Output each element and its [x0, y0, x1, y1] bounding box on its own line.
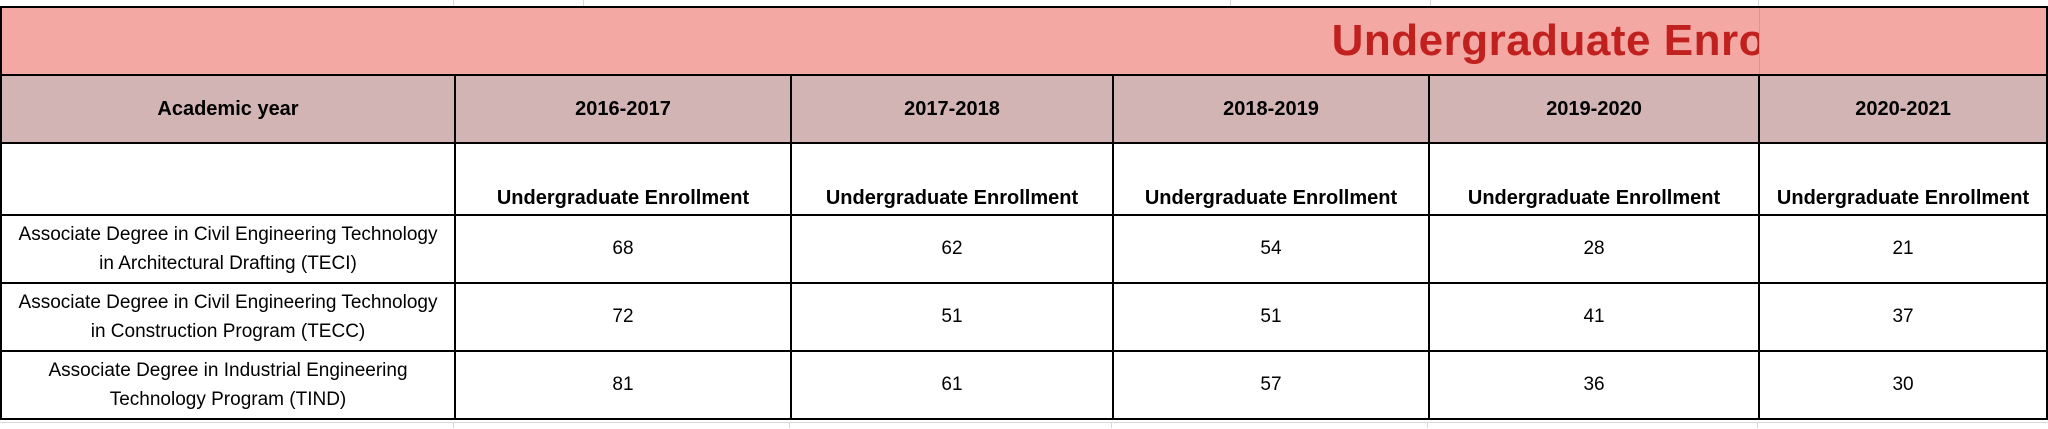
enrollment-value[interactable]: 54	[1112, 214, 1430, 284]
program-cell[interactable]: Associate Degree in Industrial Engineeri…	[0, 350, 456, 420]
enrollment-value[interactable]: 68	[454, 214, 792, 284]
gridline	[1427, 422, 1428, 428]
subheader-label[interactable]: Undergraduate Enrollment	[1758, 142, 2048, 216]
gridline	[583, 0, 584, 6]
enrollment-value[interactable]: 21	[1758, 214, 2048, 284]
table-row: Associate Degree in Civil Engineering Te…	[0, 282, 2048, 352]
table-title: Undergraduate Enrollment	[1331, 16, 1758, 65]
table-title-cell[interactable]: Undergraduate Enrollment	[0, 6, 1760, 76]
enrollment-value[interactable]: 81	[454, 350, 792, 420]
enrollment-value[interactable]: 57	[1112, 350, 1430, 420]
subheader-label[interactable]: Undergraduate Enrollment	[1112, 142, 1430, 216]
header-year[interactable]: 2017-2018	[790, 74, 1114, 144]
program-name-line: Associate Degree in Civil Engineering Te…	[18, 224, 438, 245]
header-year[interactable]: 2018-2019	[1112, 74, 1430, 144]
gridline	[1758, 0, 1759, 6]
enrollment-value[interactable]: 41	[1427, 282, 1761, 352]
enrollment-value[interactable]: 30	[1758, 350, 2048, 420]
program-name-line: Associate Degree in Civil Engineering Te…	[18, 292, 438, 313]
program-name-line: in Construction Program (TECC)	[90, 321, 366, 342]
enrollment-value[interactable]: 28	[1427, 214, 1761, 284]
header-year[interactable]: 2020-2021	[1758, 74, 2048, 144]
gridline	[1111, 422, 1112, 428]
gridline	[453, 0, 454, 6]
subheader-row: Undergraduate Enrollment Undergraduate E…	[0, 142, 2048, 216]
table-row: Associate Degree in Civil Engineering Te…	[0, 214, 2048, 284]
program-name-line: in Architectural Drafting (TECI)	[99, 253, 357, 274]
subheader-empty-cell[interactable]	[0, 142, 456, 216]
title-tail-cell[interactable]	[1758, 6, 2048, 76]
program-cell[interactable]: Associate Degree in Civil Engineering Te…	[0, 214, 456, 284]
enrollment-value[interactable]: 62	[790, 214, 1114, 284]
header-year[interactable]: 2019-2020	[1427, 74, 1761, 144]
enrollment-value[interactable]: 51	[1112, 282, 1430, 352]
header-year[interactable]: 2016-2017	[454, 74, 792, 144]
subheader-label[interactable]: Undergraduate Enrollment	[790, 142, 1114, 216]
header-row: Academic year 2016-2017 2017-2018 2018-2…	[0, 74, 2048, 144]
enrollment-value[interactable]: 36	[1427, 350, 1761, 420]
enrollment-value[interactable]: 37	[1758, 282, 2048, 352]
gridline	[453, 422, 454, 428]
gridline	[1430, 0, 1431, 6]
subheader-label[interactable]: Undergraduate Enrollment	[454, 142, 792, 216]
title-row: Undergraduate Enrollment	[0, 6, 2048, 76]
gridline	[1757, 422, 1758, 428]
subheader-label[interactable]: Undergraduate Enrollment	[1427, 142, 1761, 216]
gridline-bottom	[0, 422, 2048, 429]
enrollment-table: Undergraduate Enrollment Academic year 2…	[0, 6, 2048, 420]
enrollment-value[interactable]: 51	[790, 282, 1114, 352]
table-row: Associate Degree in Industrial Engineeri…	[0, 350, 2048, 420]
gridline	[1230, 0, 1231, 6]
gridline	[789, 422, 790, 428]
enrollment-value[interactable]: 72	[454, 282, 792, 352]
program-name-line: Associate Degree in Industrial Engineeri…	[48, 360, 408, 381]
program-cell[interactable]: Associate Degree in Civil Engineering Te…	[0, 282, 456, 352]
header-academic-year[interactable]: Academic year	[0, 74, 456, 144]
program-name-line: Technology Program (TIND)	[109, 389, 347, 410]
enrollment-value[interactable]: 61	[790, 350, 1114, 420]
